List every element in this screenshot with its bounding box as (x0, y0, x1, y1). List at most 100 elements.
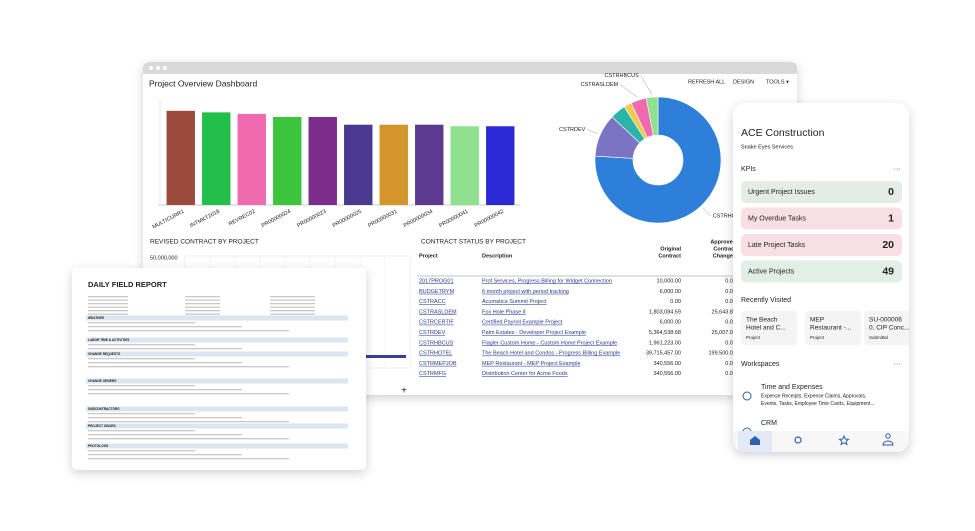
text-line (88, 348, 242, 350)
workspace-name[interactable]: Time and Expenses (761, 384, 823, 391)
table-cell[interactable]: BUDGETRYM (419, 289, 454, 295)
table-cell[interactable]: Acumatica Summit Project (482, 299, 547, 305)
kpi-label: My Overdue Tasks (748, 215, 806, 222)
kpi-card[interactable] (741, 234, 902, 256)
table-cell[interactable]: CSTRCERTIF (419, 320, 454, 326)
more-icon[interactable]: ··· (894, 361, 901, 368)
table-cell[interactable]: 6 month project with period tracking (482, 289, 569, 295)
column-header: Project (419, 253, 438, 259)
table-cell: 5,364,538.68 (649, 330, 681, 336)
table-cell: 10,000.00 (657, 278, 681, 284)
bar (273, 116, 302, 205)
kpi-card[interactable] (741, 207, 902, 230)
menu-item[interactable]: DESIGN (733, 79, 754, 85)
table-cell[interactable]: Certified Payroll Example Project (482, 320, 563, 326)
more-icon[interactable]: ··· (894, 166, 901, 173)
table-cell[interactable]: Flagler Custom Home - Custom Home Projec… (482, 340, 617, 346)
table-cell[interactable]: CSTRASLDEM (419, 309, 457, 315)
leader-line (587, 129, 598, 135)
menu-item[interactable]: REFRESH ALL (688, 79, 725, 85)
table-cell[interactable]: Fox Hole Phase II (482, 309, 526, 315)
section-heading: KPIs (741, 166, 756, 173)
table-cell: 0.00 (725, 340, 736, 346)
pie-label: CSTRHBCUS (605, 73, 640, 79)
section-heading: LABOR TIME & ACTIVITIES (88, 338, 129, 342)
text-line (88, 458, 289, 460)
column-header: Contract (713, 246, 736, 252)
text-line (185, 306, 220, 308)
text-line (185, 303, 220, 305)
nav-home[interactable] (750, 436, 760, 445)
kpi-value: 20 (882, 239, 894, 251)
kpi-card[interactable] (741, 260, 902, 283)
recent-name: MEP (810, 317, 824, 324)
nav-star[interactable] (838, 434, 850, 446)
section-title: REVISED CONTRACT BY PROJECT (150, 239, 259, 246)
text-line (88, 344, 195, 346)
section-heading: WEATHER (88, 316, 105, 320)
table-cell: 1,803,084.59 (649, 309, 681, 315)
workspace-icon (742, 391, 752, 401)
text-line (88, 454, 242, 456)
text-line (88, 389, 242, 391)
text-line (270, 310, 315, 312)
pie-label: CSTRASLDEM (581, 82, 619, 88)
table-cell: 0.00 (725, 371, 736, 377)
kpi-label: Active Projects (748, 268, 795, 275)
menu-item[interactable]: TOOLS ▾ (766, 79, 789, 85)
table-cell[interactable]: CSTRMFG (419, 371, 446, 377)
kpi-card[interactable] (741, 181, 902, 203)
text-line (88, 299, 128, 301)
pie-label: CSTRDEV (559, 127, 586, 133)
app-subtitle: Snake Eyes Services (741, 144, 793, 150)
recent-card[interactable] (805, 311, 861, 345)
leader-line (702, 207, 711, 217)
table-cell[interactable]: Palm Estates - Developer Project Example (482, 330, 586, 336)
table-cell: 25,643.84 (712, 309, 736, 315)
table-cell[interactable]: CSTRHOTEL (419, 351, 452, 357)
bar (415, 124, 444, 205)
table-cell: 0.00 (670, 299, 681, 305)
nav-profile[interactable] (882, 433, 894, 446)
table-cell[interactable]: Distribution Center for Acme Foods (482, 371, 568, 377)
table-cell[interactable]: CSTRHBCUS (419, 340, 454, 346)
report-frame (72, 268, 366, 470)
section-band (86, 406, 348, 412)
table-cell[interactable]: Prof Services, Progress Billing for Widg… (482, 278, 612, 284)
workspace-desc: Events, Tasks, Employee Time Cards, Equi… (761, 401, 875, 407)
mobile-app: ACE Construction Snake Eyes Services KPIs ·… (733, 103, 920, 452)
table-cell[interactable]: CSTRDEV (419, 330, 446, 336)
table-cell: 0.00 (725, 278, 736, 284)
text-line (88, 385, 195, 387)
table-cell[interactable]: CSTRACC (419, 299, 446, 305)
table-cell: 340,556.00 (653, 371, 681, 377)
text-line (88, 310, 128, 312)
text-line (88, 322, 195, 324)
table-cell[interactable]: CSTRMEPJOB (419, 361, 457, 367)
bar (237, 113, 266, 205)
table-cell[interactable]: The Beach Hotel and Condos - Progress Bi… (482, 351, 620, 357)
table-cell[interactable]: MEP Restaurant - MEP Project Example (482, 361, 581, 367)
text-line (88, 326, 242, 328)
text-line (88, 438, 289, 440)
bar (166, 110, 195, 205)
workspace-name[interactable]: CRM (761, 420, 777, 427)
text-line (270, 303, 315, 305)
text-line (88, 306, 128, 308)
column-header: Description (482, 253, 513, 259)
text-line (88, 362, 242, 364)
recent-card[interactable] (864, 311, 920, 345)
text-line (185, 299, 220, 301)
add-icon[interactable]: + (401, 386, 407, 397)
section-heading: SUBCONTRACTORS (88, 407, 119, 411)
nav-search[interactable] (794, 436, 802, 444)
recent-kind: Submittal (869, 335, 888, 340)
table-cell: 0.00 (725, 361, 736, 367)
recent-card[interactable] (741, 311, 797, 345)
bar (308, 116, 337, 205)
table-cell[interactable]: 2017PROG01 (419, 278, 454, 284)
workspace-desc: Expense Receipts, Expense Claims, Approv… (761, 393, 866, 399)
phone-content: ACE Construction Snake Eyes Services KPIs ·… (733, 127, 920, 452)
table-cell: 6,000.00 (660, 320, 681, 326)
